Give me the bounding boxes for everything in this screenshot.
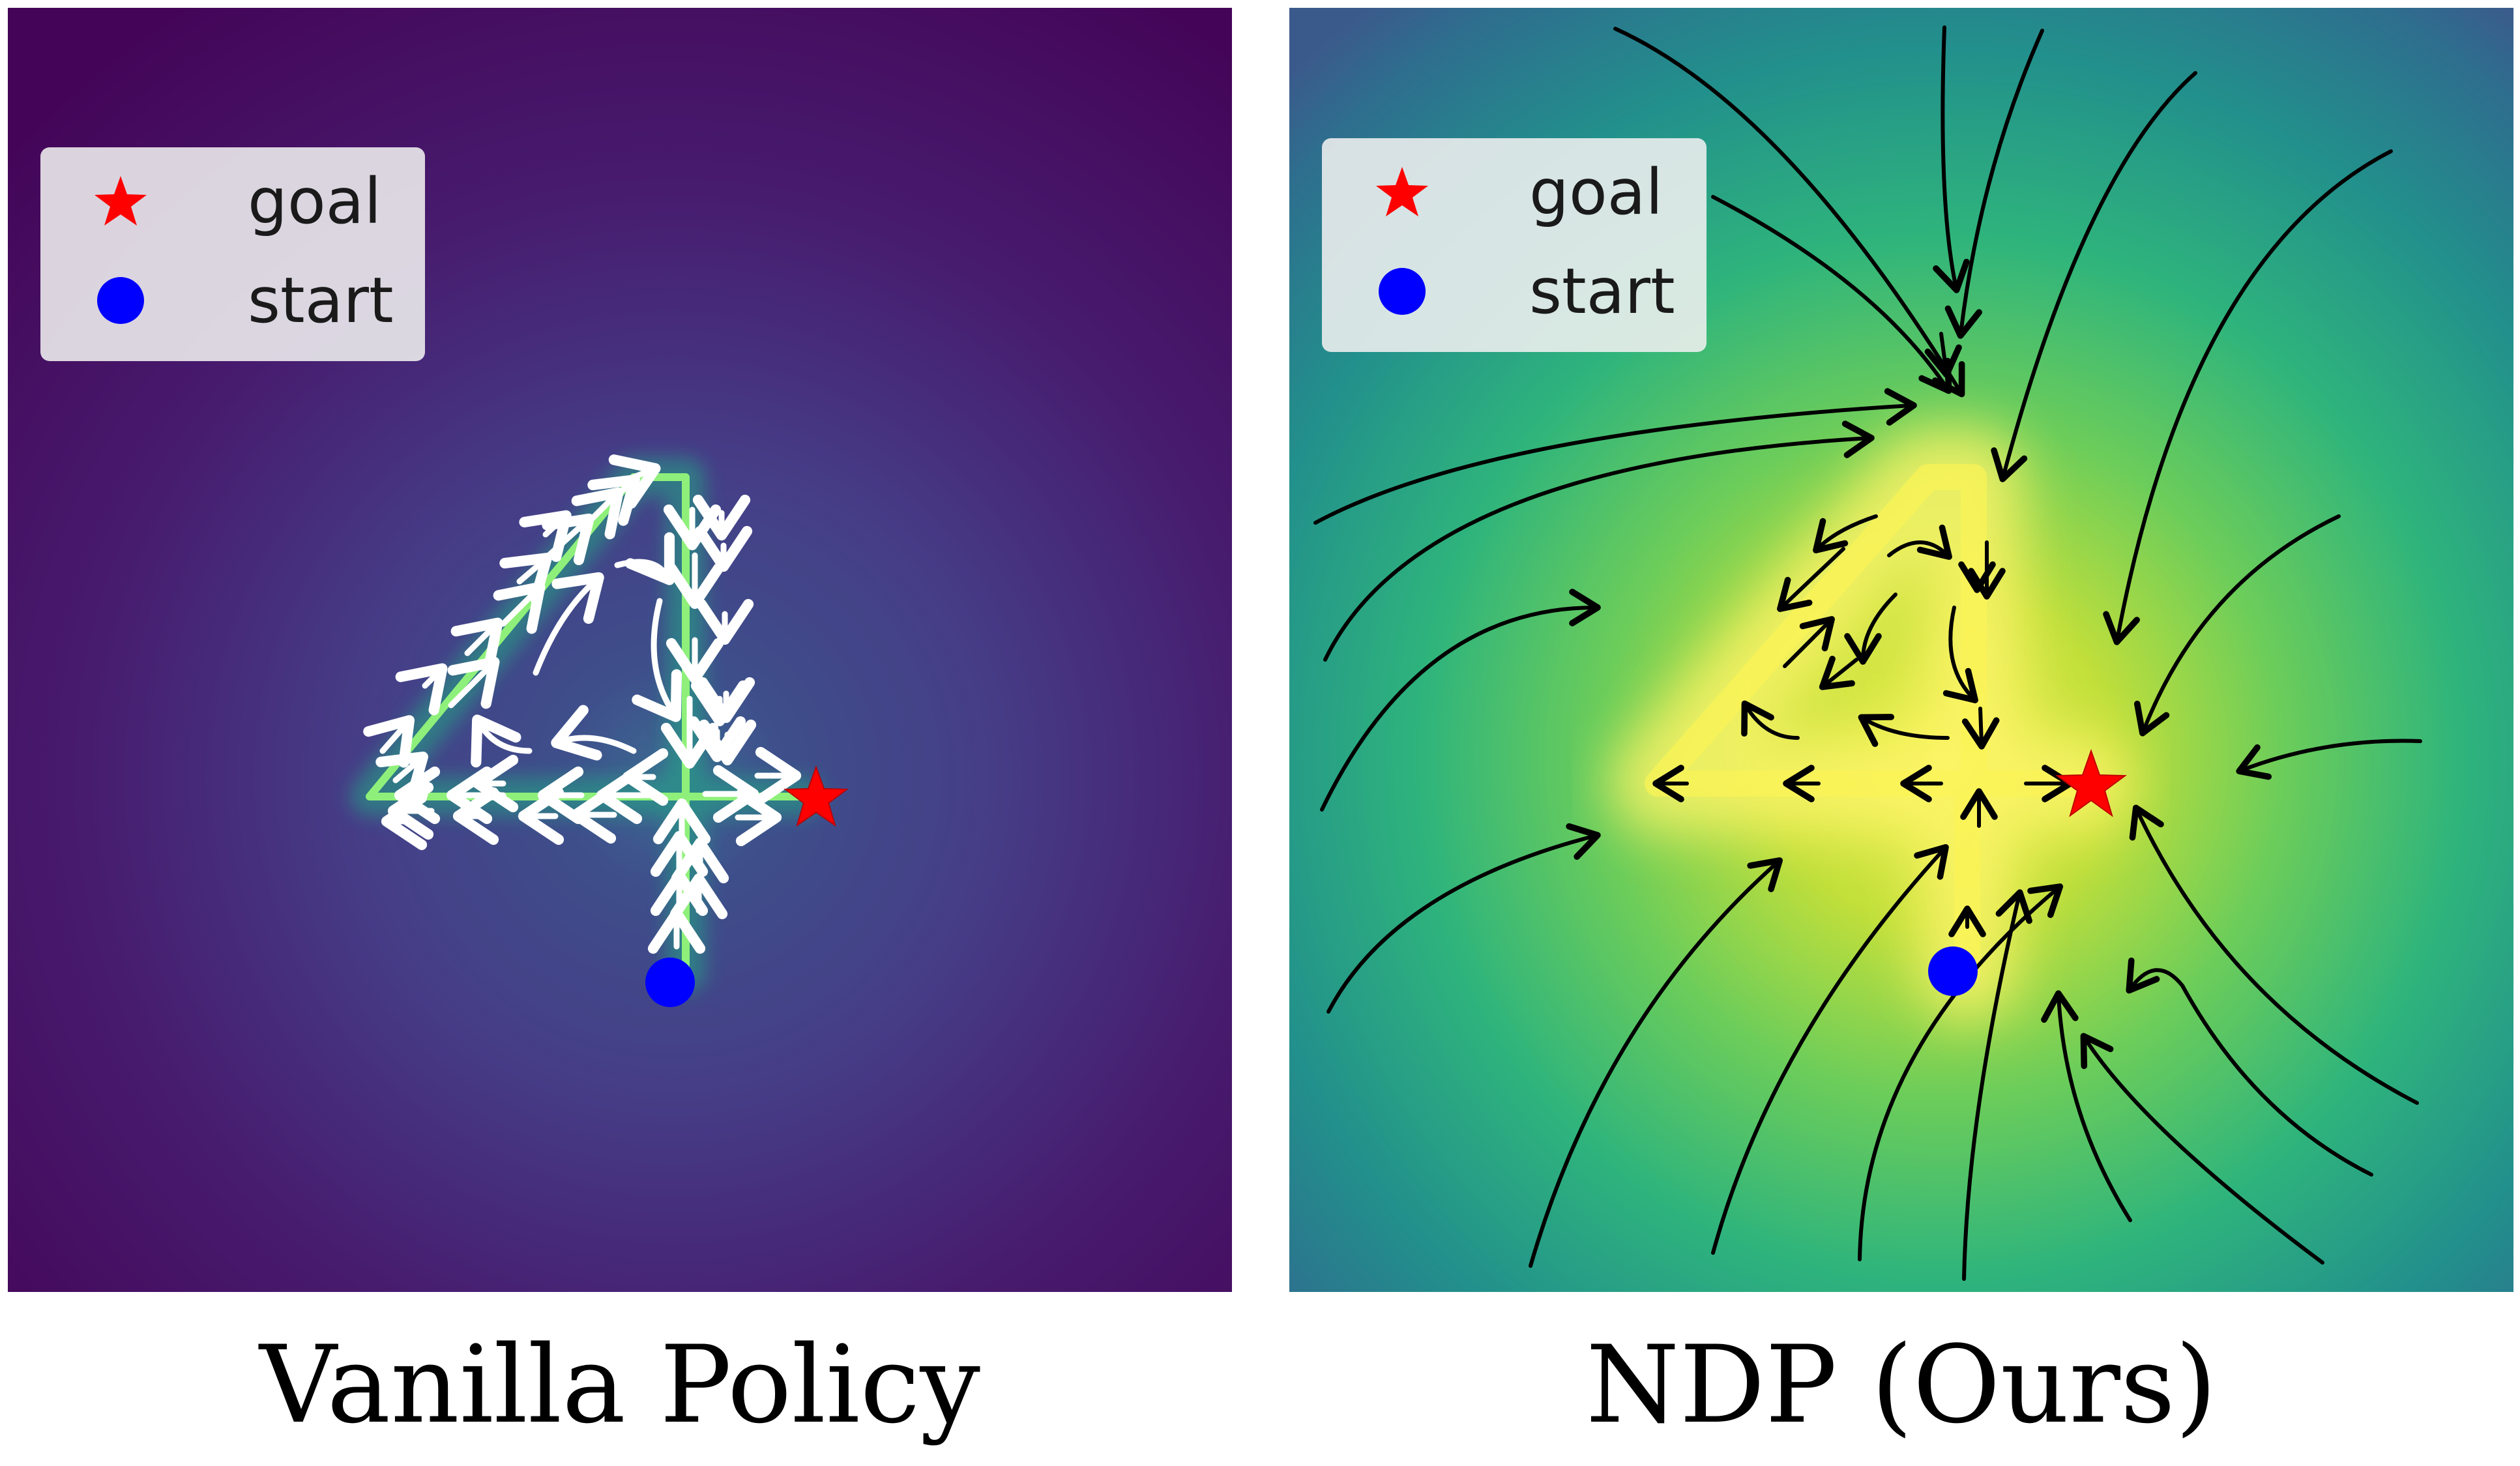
legend-label-goal: goal [1529,156,1663,229]
ndp-streamlines [1313,25,2422,1281]
legend-entry-goal: goal [1322,143,1707,241]
ndp-goal-star [2055,748,2127,817]
legend-label-goal: goal [248,165,382,238]
vanilla-arrows [363,454,802,954]
legend-label-start: start [1529,255,1675,328]
legend-label-start: start [248,264,394,337]
circle-icon [97,277,144,324]
ndp-legend: goal start [1322,138,1707,352]
vanilla-policy-panel: goal start [8,8,1232,1292]
circle-icon [1379,268,1426,315]
ndp-panel: goal start [1289,8,2513,1292]
caption-ndp: NDP (Ours) [1585,1323,2218,1447]
ndp-start-circle [1928,946,1978,996]
star-icon [1376,167,1428,216]
vanilla-start-circle [645,958,695,1007]
legend-entry-start: start [40,252,425,349]
vanilla-goal-star [784,765,849,827]
legend-entry-start: start [1322,242,1707,340]
legend-entry-goal: goal [40,153,425,250]
star-icon [95,176,147,226]
caption-vanilla-policy: Vanilla Policy [259,1323,980,1447]
vanilla-legend: goal start [40,147,425,361]
